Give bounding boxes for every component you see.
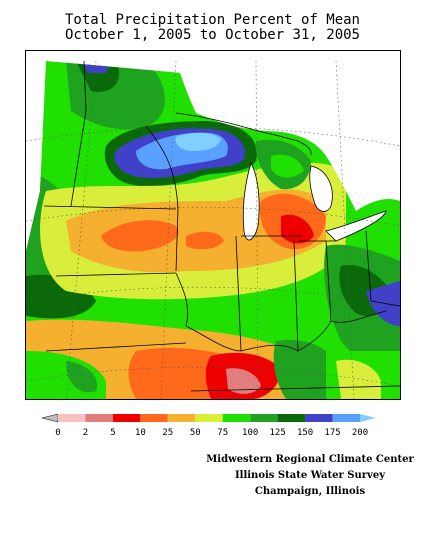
upper-peninsula-coast [175, 112, 312, 156]
legend-label: 10 [135, 428, 146, 438]
legend-label: 175 [324, 428, 340, 438]
legend-labels: 0 2 5 10 25 50 75 100 125 150 175 200 [55, 428, 368, 438]
legend-swatch-high [360, 414, 376, 422]
canada-white [176, 61, 400, 211]
zone-kentucky-green [273, 339, 336, 399]
legend-label: 100 [242, 428, 258, 438]
zone-east-blue [366, 281, 400, 326]
zone-south-pink [226, 368, 261, 394]
legend-swatch [85, 414, 113, 422]
legend-svg: 0 2 5 10 25 50 75 100 125 150 175 200 [41, 413, 376, 438]
precipitation-map-svg [26, 51, 400, 399]
precipitation-map [25, 50, 401, 400]
legend-swatch [112, 414, 141, 422]
credit-line-1: Midwestern Regional Climate Center [206, 454, 414, 465]
legend-label: 5 [110, 428, 115, 438]
zone-southeast-yellowgreen [336, 359, 381, 399]
legend-swatch [277, 414, 306, 422]
lake-michigan [242, 161, 260, 241]
legend-swatch [222, 414, 251, 422]
lake-erie [325, 210, 387, 242]
legend-label: 200 [352, 428, 368, 438]
zone-iowa-orangered [101, 220, 179, 252]
state-borders [43, 60, 400, 392]
legend-swatch [332, 414, 360, 422]
color-legend: 0 2 5 10 25 50 75 100 125 150 175 200 [40, 413, 380, 438]
credits: Midwestern Regional Climate Center Illin… [200, 452, 420, 500]
legend-label: 150 [297, 428, 313, 438]
lake-huron [309, 165, 333, 212]
legend-label: 25 [162, 428, 173, 438]
zone-illinois-orangered [186, 231, 224, 250]
legend-label: 75 [217, 428, 228, 438]
zone-superior-skyblue [175, 132, 221, 151]
legend-label: 0 [55, 428, 60, 438]
legend-label: 2 [83, 428, 88, 438]
legend-label: 125 [270, 428, 286, 438]
zone-southwest-darkgreen [66, 361, 97, 393]
credit-line-2: Illinois State Water Survey [234, 470, 386, 481]
legend-swatch [195, 414, 223, 422]
map-title: Total Precipitation Percent of Mean [64, 12, 360, 28]
zone-michigan-green [271, 154, 304, 178]
legend-swatch-low [41, 413, 59, 423]
legend-swatch [58, 414, 86, 422]
graticule [26, 60, 400, 399]
legend-swatches [41, 413, 376, 423]
legend-swatch [250, 414, 278, 422]
legend-swatch [140, 414, 168, 422]
legend-label: 50 [190, 428, 201, 438]
map-date-range: October 1, 2005 to October 31, 2005 [64, 27, 360, 43]
credit-line-3: Champaign, Illinois [254, 486, 366, 497]
legend-swatch [305, 414, 333, 422]
legend-swatch [167, 414, 196, 422]
